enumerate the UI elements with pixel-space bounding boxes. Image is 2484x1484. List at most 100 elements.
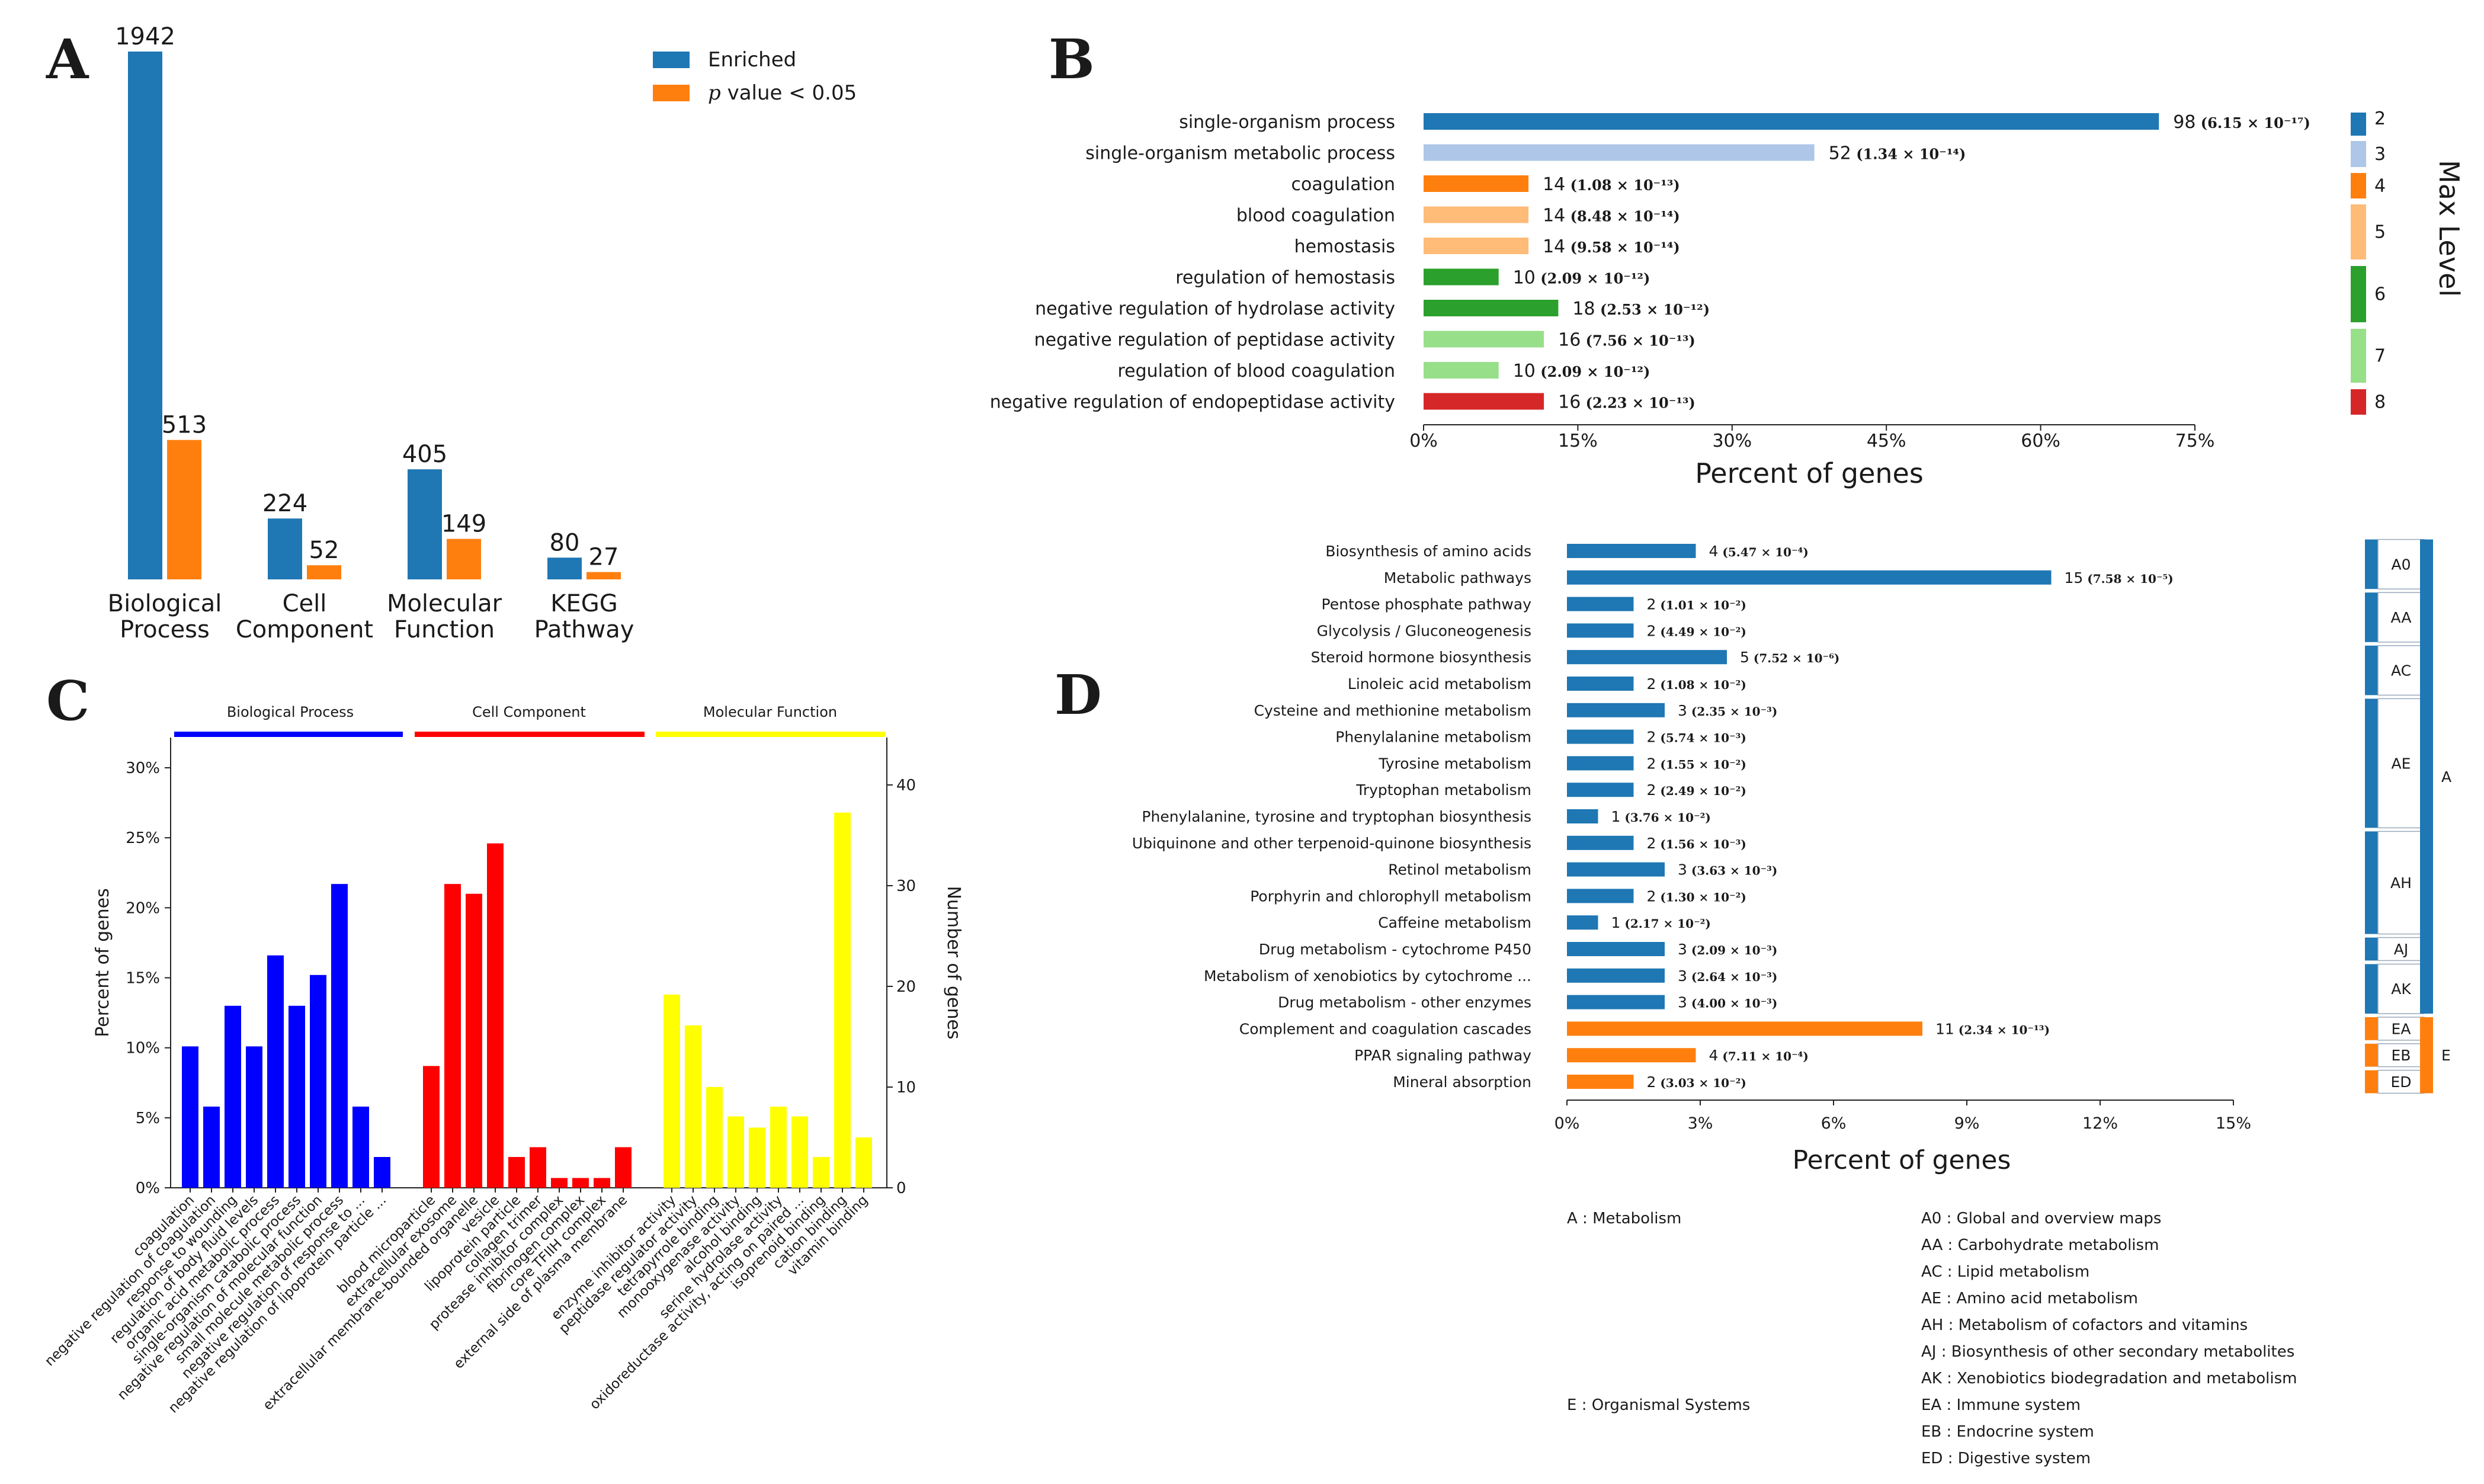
bar-d-close-paren: ) [1741, 837, 1746, 851]
bar-d-pvalue: 2.17 × 10⁻² [1630, 916, 1706, 931]
bar-b-pvalue: 6.15 × 10⁻¹⁷ [2207, 114, 2303, 132]
bar-c-2-1 [685, 1025, 701, 1188]
axis-c-rtick-label-3: 30 [896, 877, 916, 895]
bar-c-1-1 [444, 884, 461, 1188]
bar-b-2 [1424, 175, 1529, 192]
bar-d-5 [1567, 677, 1634, 691]
axis-c-rtick-label-2: 20 [896, 978, 916, 996]
subgroup-bar-1 [2365, 592, 2378, 642]
bar-b-close-paren: ) [1959, 146, 1966, 163]
bar-d-pvalue: 7.52 × 10⁻⁶ [1759, 651, 1834, 665]
axis-d-tick-label-3: 9% [1954, 1114, 1980, 1133]
bar-b-open-paren: ( [1536, 270, 1547, 287]
subgroup-label-0: A0 [2391, 556, 2411, 573]
bar-d-label-20: Mineral absorption [1393, 1073, 1531, 1091]
bar-d-count: 2 [1647, 622, 1656, 639]
bar-b-open-paren: ( [1595, 301, 1607, 318]
bar-d-close-paren: ) [1741, 784, 1746, 798]
bar-b-annotation-9: 16 (2.23 × 10⁻¹³) [1558, 392, 1695, 413]
bar-d-count: 4 [1709, 543, 1719, 560]
bar-d-pvalue: 1.08 × 10⁻² [1666, 678, 1741, 692]
axis-c-ytick-label-3: 15% [126, 970, 160, 988]
bar-a-3-0 [547, 557, 582, 579]
bar-d-annotation-15: 3 (2.09 × 10⁻³) [1678, 941, 1777, 958]
subgroup-label-8: EB [2392, 1047, 2411, 1064]
bar-d-annotation-11: 2 (1.56 × 10⁻³) [1647, 835, 1746, 852]
group-bar-1 [2420, 1017, 2433, 1094]
chart-c: 0% 5% 10% 15% 20% 25% 30% 0 10 20 30 40 Percent of g… [42, 704, 964, 1416]
bar-c-0-5 [289, 1005, 305, 1188]
bar-c-0-6 [310, 975, 326, 1188]
subgroup-box-6 [2377, 963, 2425, 1014]
bar-c-0-3 [246, 1046, 262, 1188]
bar-d-close-paren: ) [1741, 678, 1746, 692]
bar-d-open-paren: ( [1620, 916, 1630, 931]
bar-c-0-7 [331, 884, 348, 1188]
axis-b-tick-label-0: 0% [1409, 431, 1438, 451]
bar-d-18 [1567, 1021, 1922, 1036]
bar-b-close-paren: ) [1643, 363, 1650, 380]
category-a-3: KEGG [550, 590, 618, 617]
bar-b-count: 14 [1543, 206, 1565, 226]
bar-d-pvalue: 2.09 × 10⁻³ [1697, 943, 1772, 957]
bar-d-open-paren: ( [1656, 1076, 1665, 1090]
subgroup-label-9: ED [2390, 1073, 2411, 1091]
bar-a-1-0 [268, 518, 302, 579]
subgroup-label-5: AJ [2394, 941, 2408, 958]
bar-d-count: 1 [1611, 914, 1621, 931]
panel-label-b: B [1049, 27, 1095, 91]
bar-d-label-14: Caffeine metabolism [1378, 914, 1531, 931]
axis-b-tick-label-3: 45% [1867, 431, 1906, 451]
category-a-1: Component [236, 616, 373, 643]
axis-b-tick-label-1: 15% [1558, 431, 1598, 451]
bar-d-close-paren: ) [1834, 651, 1839, 665]
bar-b-6 [1424, 300, 1559, 316]
bar-d-label-11: Ubiquinone and other terpenoid-quinone b… [1132, 835, 1531, 852]
level-legend-title: Max Level [2433, 160, 2465, 297]
group-bar-0 [2420, 539, 2433, 1014]
legend-d-subgroup-2: AC : Lipid metabolism [1921, 1263, 2089, 1281]
bar-d-close-paren: ) [1741, 598, 1746, 613]
level-swatch-4 [2351, 266, 2366, 322]
chart-b: single-organism process 98 (6.15 × 10⁻¹⁷)… [990, 108, 2465, 489]
bar-d-label-1: Metabolic pathways [1384, 569, 1531, 586]
bar-d-pvalue: 2.34 × 10⁻¹³ [1964, 1023, 2044, 1037]
level-swatch-6 [2351, 389, 2366, 415]
bar-d-open-paren: ( [1656, 624, 1665, 639]
bar-b-pvalue: 7.56 × 10⁻¹³ [1592, 332, 1688, 350]
axis-c-rtick-label-0: 0 [896, 1179, 906, 1197]
legend-d-subgroup-3: AE : Amino acid metabolism [1921, 1290, 2138, 1307]
bar-d-count: 15 [2065, 569, 2084, 586]
bar-b-count: 16 [1558, 392, 1581, 413]
subgroup-label-3: AE [2392, 755, 2411, 772]
bar-d-4 [1567, 650, 1727, 665]
bar-d-close-paren: ) [2168, 572, 2173, 586]
bar-d-count: 2 [1647, 755, 1656, 772]
bar-c-0-4 [267, 955, 284, 1188]
bar-d-pvalue: 5.74 × 10⁻³ [1666, 731, 1741, 745]
bar-d-14 [1567, 915, 1598, 930]
bar-d-open-paren: ( [1749, 651, 1759, 665]
bar-d-open-paren: ( [1656, 837, 1665, 851]
bar-d-pvalue: 1.01 × 10⁻² [1666, 598, 1741, 613]
level-swatch-1 [2351, 141, 2366, 167]
bar-b-pvalue: 2.09 × 10⁻¹² [1547, 270, 1643, 287]
bar-d-19 [1567, 1048, 1696, 1063]
bar-b-pvalue: 2.09 × 10⁻¹² [1547, 363, 1643, 380]
bar-d-close-paren: ) [1772, 704, 1777, 719]
bar-d-annotation-4: 5 (7.52 × 10⁻⁶) [1740, 649, 1839, 666]
bar-d-open-paren: ( [1656, 890, 1665, 904]
legend-d-group-1: E : Organismal Systems [1567, 1396, 1750, 1414]
bar-d-close-paren: ) [1741, 731, 1746, 745]
bar-d-open-paren: ( [1656, 678, 1665, 692]
bar-d-pvalue: 7.58 × 10⁻⁵ [2093, 572, 2168, 586]
bar-d-label-0: Biosynthesis of amino acids [1325, 543, 1531, 560]
category-a-2: Function [394, 616, 495, 643]
bar-c-1-7 [572, 1178, 589, 1188]
bar-c-1-6 [551, 1178, 568, 1188]
category-a-2: Molecular [387, 590, 502, 617]
bar-d-20 [1567, 1075, 1634, 1089]
bar-b-close-paren: ) [1673, 208, 1679, 225]
bar-b-count: 98 [2173, 112, 2195, 133]
